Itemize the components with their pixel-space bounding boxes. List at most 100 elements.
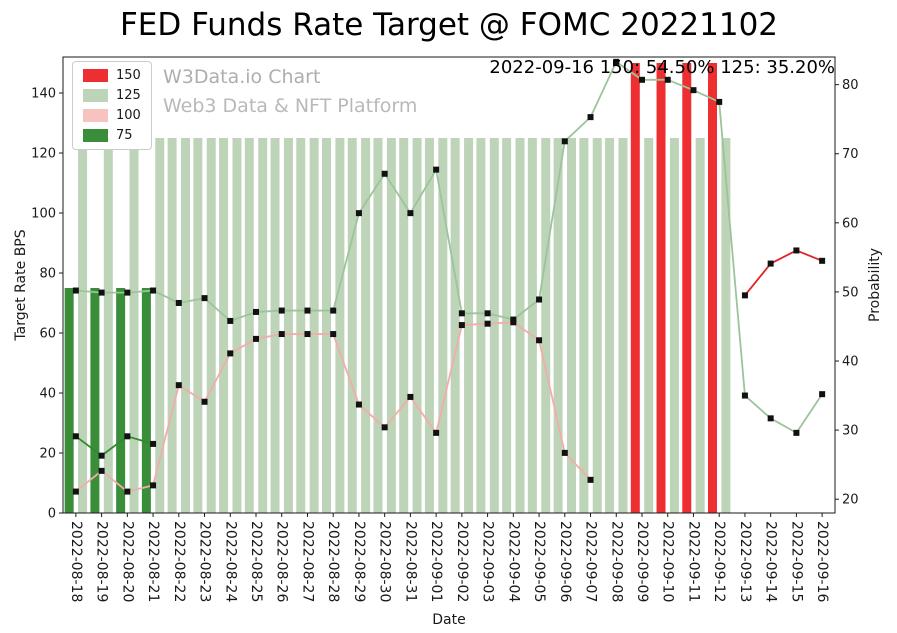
marker-125 <box>150 287 157 294</box>
y-tick-label-right: 50 <box>842 285 859 300</box>
bar-75 <box>116 288 126 513</box>
y-tick-label-right: 30 <box>842 424 859 439</box>
x-tick-label: 2022-09-08 <box>608 521 624 602</box>
x-tick-label: 2022-08-28 <box>325 521 341 602</box>
bar-150 <box>682 63 692 513</box>
marker-125 <box>433 166 440 173</box>
bar-75 <box>90 288 100 513</box>
x-tick-label: 2022-08-22 <box>171 521 187 602</box>
marker-125 <box>536 296 543 303</box>
y-tick-label-left: 40 <box>39 387 56 402</box>
bar-75 <box>64 288 74 513</box>
y-tick-label-right: 80 <box>842 78 859 93</box>
x-tick-label: 2022-09-04 <box>505 521 521 602</box>
marker-125 <box>793 429 800 436</box>
x-tick-label: 2022-09-02 <box>454 521 470 602</box>
marker-125 <box>124 289 131 296</box>
marker-75 <box>98 452 105 459</box>
legend: 150 125 100 75 <box>72 61 152 150</box>
marker-100 <box>484 320 491 327</box>
bar-125 <box>695 138 705 513</box>
x-tick-label: 2022-09-15 <box>788 521 804 602</box>
y-tick-label-right: 70 <box>842 147 859 162</box>
marker-100 <box>175 382 182 389</box>
bar-125 <box>129 138 139 513</box>
marker-125 <box>304 307 311 314</box>
bar-150 <box>630 63 640 513</box>
bar-125 <box>206 138 216 513</box>
marker-100 <box>355 401 362 408</box>
legend-item: 100 <box>83 109 141 122</box>
marker-100 <box>587 476 594 483</box>
marker-125 <box>510 316 517 323</box>
watermark-tagline: Web3 Data & NFT Platform <box>163 95 418 117</box>
bar-125 <box>309 138 319 513</box>
marker-100 <box>98 467 105 474</box>
x-tick-label: 2022-09-09 <box>634 521 650 602</box>
y-tick-label-left: 0 <box>48 507 56 522</box>
bar-125 <box>386 138 396 513</box>
y-tick-label-right: 40 <box>842 355 859 370</box>
bar-125 <box>450 138 460 513</box>
x-tick-label: 2022-09-13 <box>737 521 753 602</box>
bar-125 <box>515 138 525 513</box>
x-tick-label: 2022-09-16 <box>814 521 830 602</box>
marker-125 <box>690 87 697 94</box>
marker-125 <box>330 307 337 314</box>
marker-150 <box>767 260 774 267</box>
series-line-100 <box>75 321 592 493</box>
marker-125 <box>201 295 208 302</box>
bar-125 <box>721 138 731 513</box>
marker-75 <box>150 440 157 447</box>
bar-125 <box>78 138 88 513</box>
bar-125 <box>193 138 203 513</box>
legend-item: 150 <box>83 69 141 82</box>
bar-125 <box>373 138 383 513</box>
marker-100 <box>201 398 208 405</box>
x-tick-label: 2022-08-25 <box>248 521 264 602</box>
y-tick-label-left: 20 <box>39 447 56 462</box>
bar-125 <box>399 138 409 513</box>
marker-125 <box>253 308 259 315</box>
marker-125 <box>587 114 594 121</box>
series-line-150 <box>744 249 823 296</box>
marker-100 <box>227 350 234 357</box>
bar-125 <box>618 138 628 513</box>
bar-125 <box>167 138 177 513</box>
bar-150 <box>708 63 717 513</box>
marker-100 <box>433 429 440 436</box>
x-tick-label: 2022-08-23 <box>197 521 213 602</box>
marker-125 <box>561 138 568 145</box>
marker-125 <box>407 210 414 217</box>
bar-125 <box>219 138 229 513</box>
y-tick-label-left: 60 <box>39 327 56 342</box>
marker-100 <box>407 393 414 400</box>
watermark-brand: W3Data.io Chart <box>163 66 321 88</box>
marker-125 <box>484 310 491 317</box>
bar-125 <box>270 138 280 513</box>
marker-125 <box>639 76 645 83</box>
bar-125 <box>592 138 602 513</box>
bar-125 <box>669 138 679 513</box>
marker-150 <box>819 257 826 264</box>
bar-125 <box>361 138 371 513</box>
x-tick-label: 2022-08-30 <box>377 521 393 602</box>
plot-border <box>62 56 836 514</box>
x-tick-label: 2022-09-06 <box>557 521 573 602</box>
marker-125 <box>381 170 388 177</box>
marker-100 <box>278 331 285 338</box>
bar-125 <box>527 138 537 513</box>
marker-125 <box>355 210 362 217</box>
bar-125 <box>244 138 254 513</box>
legend-swatch-75 <box>83 129 108 142</box>
marker-125 <box>741 392 748 399</box>
x-tick-label: 2022-09-07 <box>583 521 599 602</box>
marker-125 <box>98 289 105 296</box>
marker-125 <box>175 299 182 306</box>
y-tick-label-left: 80 <box>39 267 56 282</box>
legend-swatch-150 <box>83 69 108 82</box>
x-tick-label: 2022-09-03 <box>480 521 496 602</box>
bar-75 <box>141 288 151 513</box>
y-axis-label-right: Probability <box>867 247 883 323</box>
